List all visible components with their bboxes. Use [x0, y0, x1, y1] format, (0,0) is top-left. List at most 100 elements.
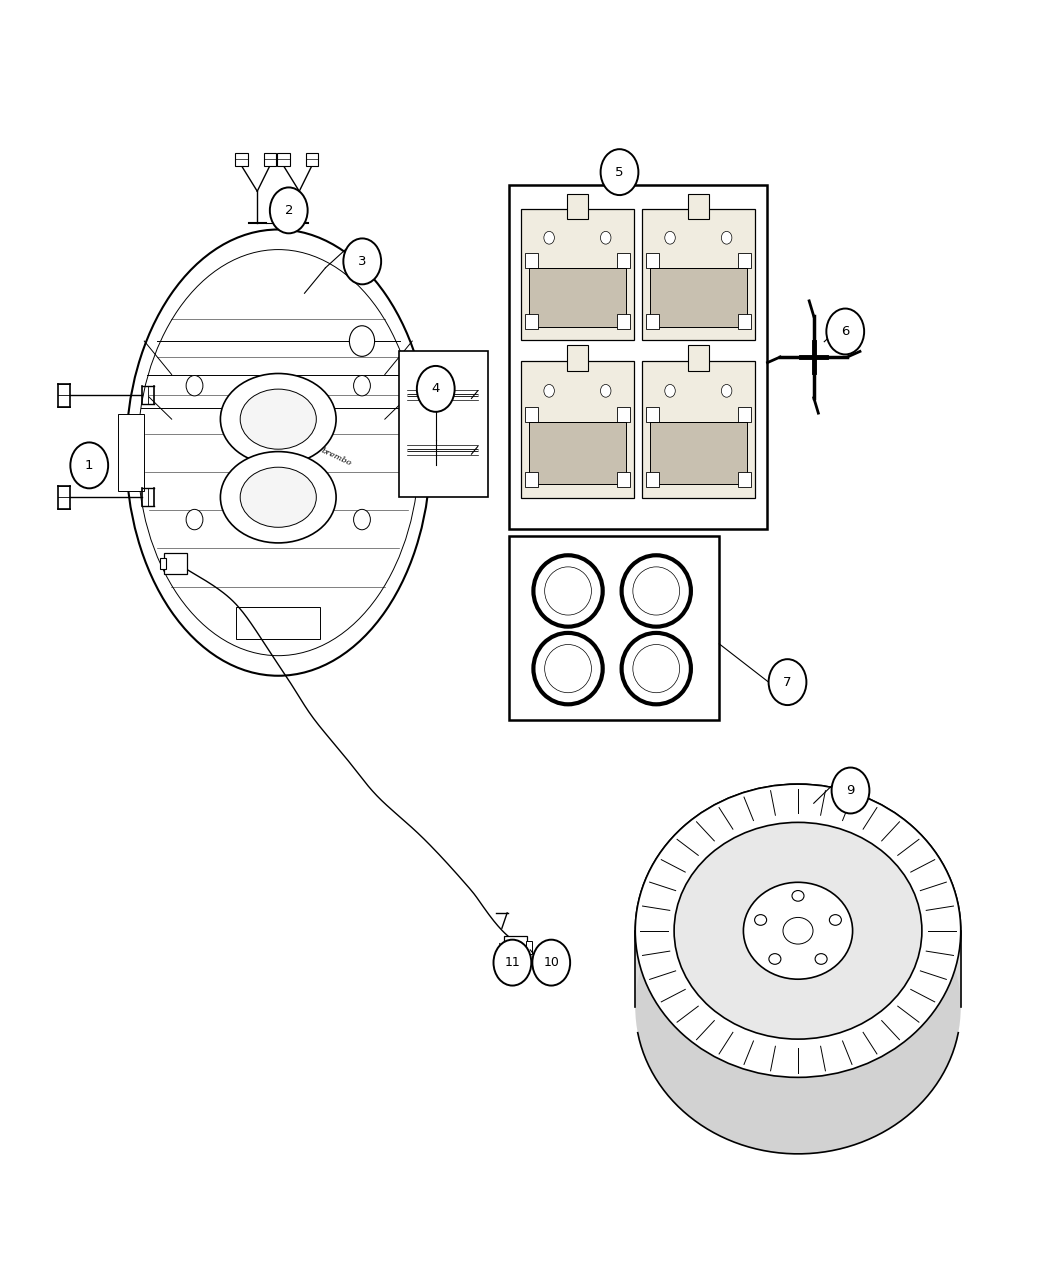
- Circle shape: [544, 231, 554, 244]
- Circle shape: [721, 231, 732, 244]
- Ellipse shape: [220, 451, 336, 543]
- Bar: [617, 252, 630, 268]
- Ellipse shape: [792, 890, 804, 901]
- Bar: [399, 351, 488, 497]
- Ellipse shape: [674, 822, 922, 1039]
- Text: 10: 10: [543, 956, 560, 969]
- Text: brembo: brembo: [319, 446, 353, 468]
- Ellipse shape: [533, 632, 603, 704]
- Ellipse shape: [815, 954, 827, 964]
- Circle shape: [832, 768, 869, 813]
- Bar: [650, 422, 747, 484]
- Bar: [509, 185, 766, 529]
- Bar: [646, 252, 658, 268]
- Ellipse shape: [635, 835, 961, 1128]
- Bar: [646, 407, 658, 422]
- Circle shape: [494, 940, 531, 986]
- Ellipse shape: [533, 555, 603, 627]
- Text: 6: 6: [841, 325, 849, 338]
- Ellipse shape: [240, 467, 316, 528]
- Circle shape: [826, 309, 864, 354]
- Circle shape: [665, 231, 675, 244]
- Bar: [264, 153, 276, 166]
- Bar: [567, 194, 588, 219]
- Text: 2: 2: [285, 204, 293, 217]
- Bar: [413, 414, 439, 491]
- Circle shape: [186, 375, 203, 397]
- Ellipse shape: [755, 914, 766, 926]
- Circle shape: [601, 149, 638, 195]
- Bar: [164, 553, 187, 574]
- Ellipse shape: [633, 567, 679, 615]
- Ellipse shape: [126, 230, 430, 676]
- Circle shape: [532, 940, 570, 986]
- Circle shape: [601, 231, 611, 244]
- Bar: [738, 252, 751, 268]
- Ellipse shape: [635, 784, 961, 1077]
- Bar: [236, 607, 320, 639]
- Text: 7: 7: [783, 676, 792, 688]
- Bar: [617, 314, 630, 329]
- Bar: [567, 346, 588, 371]
- Ellipse shape: [635, 810, 961, 1103]
- Bar: [642, 361, 755, 499]
- Bar: [521, 361, 634, 499]
- Bar: [525, 472, 538, 487]
- Bar: [617, 407, 630, 422]
- Circle shape: [769, 659, 806, 705]
- Text: 4: 4: [432, 382, 440, 395]
- Text: 5: 5: [615, 166, 624, 178]
- Text: 11: 11: [504, 956, 521, 969]
- Bar: [688, 346, 709, 371]
- Bar: [118, 414, 144, 491]
- Circle shape: [186, 509, 203, 530]
- Circle shape: [70, 442, 108, 488]
- Ellipse shape: [633, 645, 679, 692]
- Bar: [306, 153, 318, 166]
- Bar: [277, 153, 290, 166]
- Text: 1: 1: [85, 459, 93, 472]
- Ellipse shape: [830, 914, 841, 926]
- Ellipse shape: [783, 918, 813, 944]
- Bar: [235, 153, 248, 166]
- Bar: [688, 194, 709, 219]
- Circle shape: [417, 366, 455, 412]
- Circle shape: [665, 385, 675, 398]
- Bar: [646, 314, 658, 329]
- Text: 3: 3: [358, 255, 366, 268]
- Circle shape: [721, 385, 732, 398]
- Bar: [529, 268, 626, 326]
- Ellipse shape: [743, 882, 853, 979]
- Bar: [525, 314, 538, 329]
- Circle shape: [343, 238, 381, 284]
- Bar: [504, 936, 527, 959]
- Ellipse shape: [622, 555, 691, 627]
- Bar: [738, 472, 751, 487]
- Bar: [650, 268, 747, 326]
- Bar: [642, 209, 755, 340]
- Bar: [525, 407, 538, 422]
- Bar: [525, 252, 538, 268]
- Bar: [521, 209, 634, 340]
- Ellipse shape: [622, 632, 691, 704]
- Circle shape: [354, 375, 371, 397]
- Ellipse shape: [240, 389, 316, 449]
- Ellipse shape: [220, 374, 336, 465]
- Circle shape: [601, 385, 611, 398]
- Ellipse shape: [635, 861, 961, 1154]
- Circle shape: [354, 509, 371, 530]
- Bar: [738, 407, 751, 422]
- Bar: [526, 941, 532, 954]
- Circle shape: [350, 326, 375, 357]
- Ellipse shape: [769, 954, 781, 964]
- Circle shape: [544, 385, 554, 398]
- Ellipse shape: [545, 645, 591, 692]
- Bar: [529, 422, 626, 484]
- Bar: [160, 558, 166, 569]
- Bar: [738, 314, 751, 329]
- Bar: [646, 472, 658, 487]
- Bar: [509, 536, 719, 720]
- Circle shape: [270, 187, 308, 233]
- Text: 9: 9: [846, 784, 855, 797]
- Bar: [617, 472, 630, 487]
